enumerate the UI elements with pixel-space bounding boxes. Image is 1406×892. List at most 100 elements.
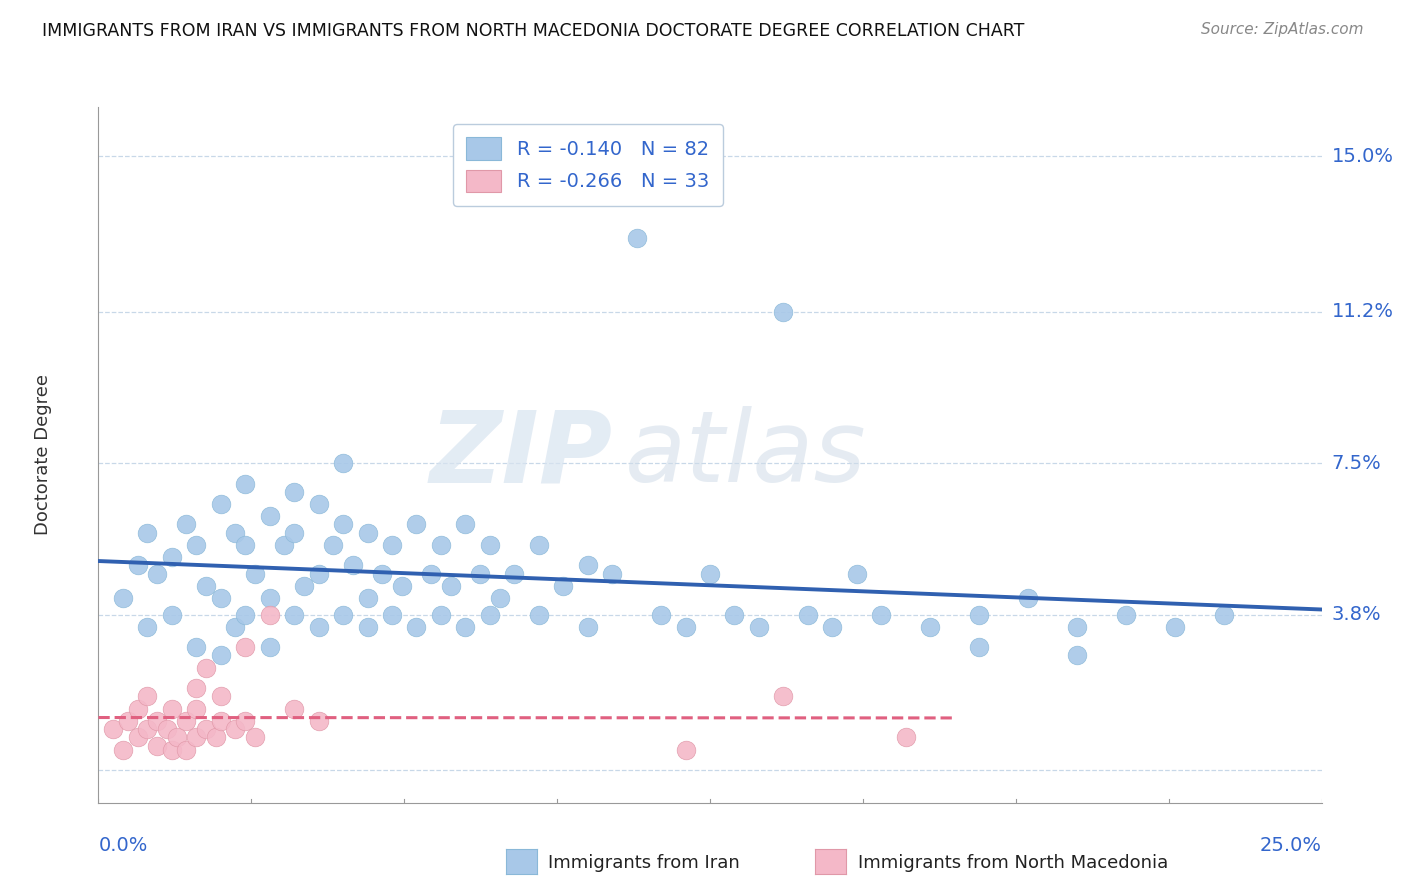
Point [209,591,232,606]
Point [356,620,378,634]
Point [405,517,427,532]
Point [186,681,208,696]
Point [273,538,295,552]
Point [233,640,256,655]
Point [195,579,218,593]
Point [430,538,453,552]
Text: 25.0%: 25.0% [1260,836,1322,855]
Point [381,607,404,622]
Point [894,731,917,745]
Point [626,231,648,245]
Point [111,591,134,606]
Point [454,517,477,532]
Point [1164,620,1187,634]
Text: 3.8%: 3.8% [1331,605,1381,624]
Point [146,739,169,753]
Point [205,731,228,745]
Point [243,566,266,581]
Text: 7.5%: 7.5% [1331,454,1381,473]
Point [186,731,208,745]
Point [283,607,305,622]
Point [160,607,183,622]
Point [160,550,183,565]
Point [259,607,281,622]
Point [723,607,745,622]
Point [920,620,942,634]
Point [576,620,599,634]
Text: 11.2%: 11.2% [1331,302,1393,321]
Point [371,566,394,581]
Point [308,497,330,511]
Point [1066,648,1088,663]
Point [308,566,330,581]
Point [440,579,463,593]
Point [322,538,344,552]
Point [166,731,188,745]
Point [186,538,208,552]
Point [748,620,770,634]
Point [821,620,844,634]
Point [233,538,256,552]
Point [117,714,139,728]
Point [224,620,246,634]
Point [259,509,281,524]
Point [650,607,672,622]
Point [176,517,198,532]
Text: Source: ZipAtlas.com: Source: ZipAtlas.com [1201,22,1364,37]
Point [488,591,510,606]
Point [356,591,378,606]
Point [136,722,159,736]
Point [127,558,149,573]
Point [503,566,526,581]
Point [699,566,721,581]
Legend: R = -0.140   N = 82, R = -0.266   N = 33: R = -0.140 N = 82, R = -0.266 N = 33 [453,124,723,205]
Point [209,714,232,728]
Point [176,742,198,756]
Point [308,620,330,634]
Point [233,714,256,728]
Point [430,607,453,622]
Point [967,607,990,622]
Point [283,484,305,499]
Point [420,566,443,581]
Point [356,525,378,540]
Point [454,620,477,634]
Point [186,701,208,715]
Point [146,714,169,728]
Point [772,690,794,704]
Text: 15.0%: 15.0% [1331,146,1393,166]
Point [195,661,218,675]
Text: Doctorate Degree: Doctorate Degree [34,375,52,535]
Point [283,701,305,715]
Point [845,566,868,581]
Point [1017,591,1039,606]
Text: 0.0%: 0.0% [98,836,148,855]
Text: Immigrants from Iran: Immigrants from Iran [548,855,740,872]
Point [478,538,501,552]
Point [146,566,169,581]
Point [308,714,330,728]
Point [224,525,246,540]
Point [127,731,149,745]
Point [797,607,820,622]
Point [332,456,354,470]
Point [292,579,315,593]
Point [195,722,218,736]
Point [468,566,491,581]
Text: atlas: atlas [624,407,866,503]
Point [342,558,364,573]
Point [209,648,232,663]
Point [332,607,354,622]
Point [209,690,232,704]
Point [259,591,281,606]
Point [101,722,124,736]
Point [233,476,256,491]
Point [127,701,149,715]
Point [967,640,990,655]
Point [111,742,134,756]
Point [600,566,623,581]
Point [1212,607,1234,622]
Point [136,620,159,634]
Point [772,304,794,318]
Point [259,640,281,655]
